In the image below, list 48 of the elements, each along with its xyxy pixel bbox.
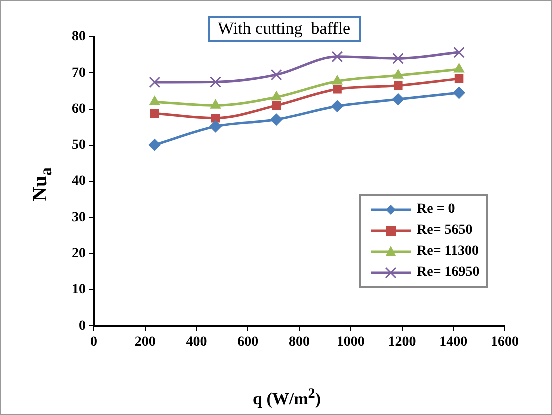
x-tick-label: 400 — [186, 335, 208, 350]
point — [332, 51, 344, 63]
point — [270, 114, 283, 126]
x-axis-title: q (W/m$^{2}$) — [252, 386, 322, 410]
point — [211, 114, 220, 123]
legend-label: Re= 16950 — [417, 264, 480, 280]
x-tick-label: 1400 — [440, 335, 468, 350]
y-tick-label: 40 — [72, 174, 86, 190]
legend-label: Re= 5650 — [417, 222, 473, 238]
y-tick-label: 0 — [79, 318, 86, 334]
point — [150, 109, 160, 118]
y-tick-label: 80 — [72, 30, 86, 45]
point — [394, 81, 403, 90]
x-tick-label: 1200 — [388, 335, 416, 350]
x-tick-label: 0 — [90, 335, 98, 350]
x-tick-label: 1000 — [336, 335, 365, 350]
point — [454, 74, 464, 84]
point — [270, 69, 282, 81]
x-tick-label: 800 — [289, 335, 310, 350]
y-tick-label: 70 — [72, 66, 86, 81]
point — [150, 96, 160, 106]
point — [332, 100, 344, 112]
point — [332, 75, 343, 85]
point — [210, 100, 222, 109]
y-tick-label: 50 — [72, 138, 86, 154]
point — [392, 94, 404, 106]
x-tick-label: 600 — [238, 335, 259, 350]
point — [393, 70, 404, 79]
point — [454, 64, 465, 73]
point — [271, 91, 282, 101]
x-tick-label: 1600 — [491, 335, 519, 350]
y-tick-label: 10 — [72, 282, 86, 298]
point — [453, 87, 466, 100]
y-tick-label: 30 — [72, 210, 86, 226]
point — [149, 76, 161, 88]
point — [272, 101, 282, 110]
chart-title: With cutting baffle — [208, 16, 361, 42]
point — [210, 76, 222, 88]
point — [392, 52, 404, 64]
y-tick-label: 60 — [72, 102, 86, 117]
point — [454, 46, 465, 58]
y-tick-label: 20 — [72, 246, 86, 262]
legend-label: Re = 0 — [417, 202, 456, 218]
x-tick-label: 200 — [134, 335, 156, 350]
point — [333, 85, 342, 94]
point — [210, 120, 222, 133]
point — [148, 139, 161, 152]
legend-label: Re= 11300 — [417, 244, 480, 260]
